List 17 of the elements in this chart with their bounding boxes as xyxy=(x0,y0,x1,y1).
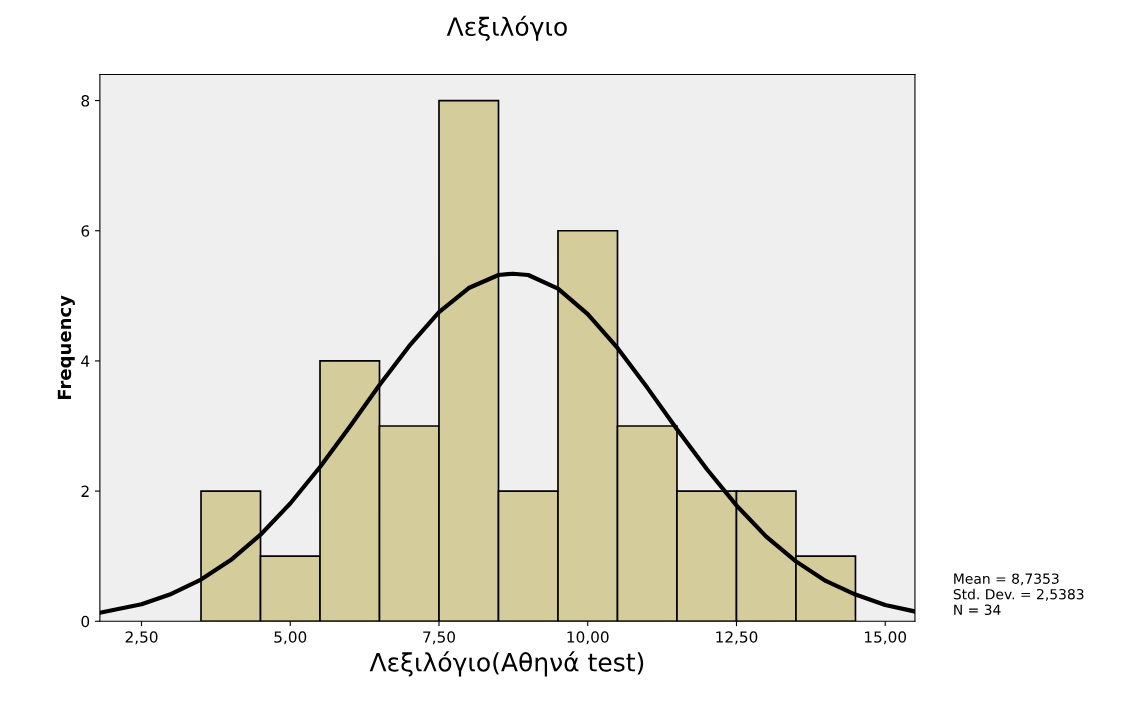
x-tick-label: 5,00 xyxy=(274,631,307,645)
text: Std. Dev. = 2,5383 xyxy=(953,588,1084,601)
x-tick-label: 7,50 xyxy=(423,631,455,645)
text: N = 34 xyxy=(954,604,1001,616)
x-tick-label: 2,50 xyxy=(125,631,158,645)
x-tick-label: 10,00 xyxy=(567,631,609,645)
y-axis-title: Frequency xyxy=(57,295,75,400)
y-tick-label: 8 xyxy=(81,95,90,107)
x-tick-label: 12,50 xyxy=(716,631,758,645)
y-tick-label: 2 xyxy=(81,485,89,497)
chart-title: Λεξιλόγιο xyxy=(446,15,567,41)
text: Mean = 8,7353 xyxy=(954,573,1059,586)
y-tick-label: 0 xyxy=(81,615,90,628)
x-tick-label: 15,00 xyxy=(865,631,907,645)
y-tick-label: 4 xyxy=(81,355,90,367)
x-axis-title: Λεξιλόγιο(Αθηνά test) xyxy=(369,651,644,677)
y-tick-label: 6 xyxy=(81,225,90,237)
